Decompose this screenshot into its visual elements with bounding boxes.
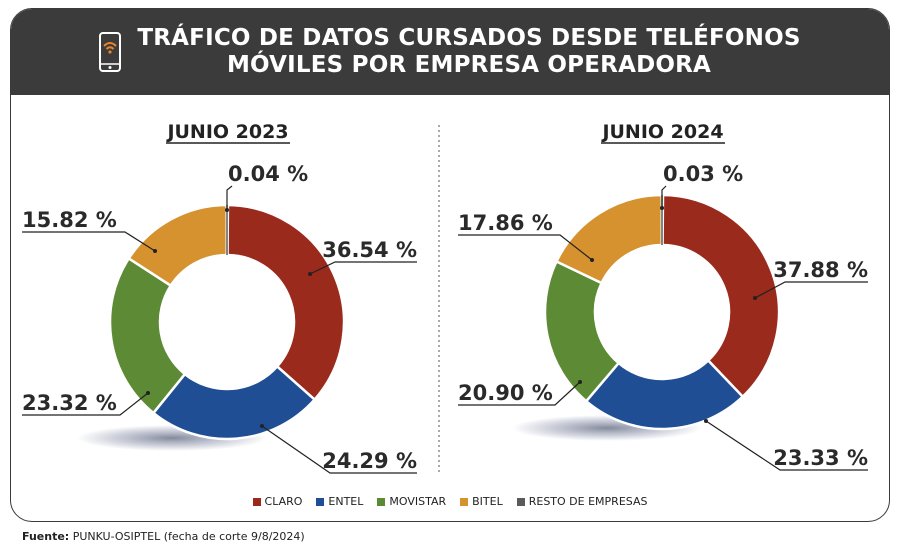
data-label-entel: 23.33 % (773, 446, 868, 470)
donut-segment-entel (584, 358, 745, 431)
data-label-resto: 0.04 % (228, 162, 308, 186)
leader-line-entel (705, 420, 868, 471)
leader-dot-claro (753, 296, 757, 300)
legend-swatch (316, 497, 325, 506)
legend-swatch (516, 497, 525, 506)
title-line-1: TRÁFICO DE DATOS CURSADOS DESDE TELÉFONO… (137, 25, 801, 51)
leader-line-bitel (22, 231, 156, 252)
donut-segment-bitel (554, 193, 664, 285)
donut-segment-movistar (108, 256, 187, 415)
leader-line-entel (261, 425, 417, 474)
leader-dot-resto (660, 206, 664, 210)
smartphone-wifi-icon (99, 32, 122, 72)
leader-dot-bitel (153, 249, 157, 253)
legend-swatch (460, 497, 469, 506)
leader-line-movistar (458, 381, 581, 406)
leader-line-resto (661, 185, 667, 208)
leader-dot-entel (704, 419, 708, 423)
legend-item-claro: CLARO (252, 495, 303, 508)
chart-title: JUNIO 2024 (600, 121, 723, 143)
source-text: PUNKU-OSIPTEL (fecha de corte 9/8/2024) (72, 530, 305, 543)
data-label-claro: 36.54 % (322, 238, 417, 262)
chart-legend: CLARO ENTEL MOVISTAR BITEL RESTO DE EMPRESAS (0, 495, 900, 508)
data-label-movistar: 23.32 % (22, 391, 117, 415)
header-banner: TRÁFICO DE DATOS CURSADOS DESDE TELÉFONO… (11, 9, 889, 95)
leader-line-bitel (458, 234, 593, 261)
leader-line-claro (754, 281, 868, 299)
data-label-resto: 0.03 % (663, 162, 743, 186)
leader-line-claro (309, 261, 417, 275)
legend-label: RESTO DE EMPRESAS (528, 495, 648, 508)
legend-item-resto: RESTO DE EMPRESAS (516, 495, 648, 508)
legend-item-entel: ENTEL (316, 495, 363, 508)
legend-label: ENTEL (328, 495, 364, 508)
data-label-movistar: 20.90 % (458, 381, 553, 405)
title-line-2: MÓVILES POR EMPRESA OPERADORA (226, 52, 712, 78)
leader-line-resto (226, 185, 233, 210)
leader-dot-movistar (578, 380, 582, 384)
legend-swatch (377, 497, 386, 506)
data-label-bitel: 17.86 % (458, 211, 553, 235)
source-note: Fuente: PUNKU-OSIPTEL (fecha de corte 9/… (22, 530, 305, 543)
source-label: Fuente: (22, 530, 70, 543)
page-title: TRÁFICO DE DATOS CURSADOS DESDE TELÉFONO… (137, 25, 800, 79)
leader-line-movistar (22, 392, 149, 416)
leader-dot-movistar (146, 391, 150, 395)
donut-chart-2: JUNIO 2024 37.88 % 23.33 % 20.90 % 17.86 % 0.… (458, 121, 868, 471)
legend-label: CLARO (264, 495, 303, 508)
leader-dot-resto (225, 208, 229, 212)
donut-segment-movistar (543, 259, 621, 403)
legend-swatch (252, 497, 261, 506)
donut-chart-1: JUNIO 2023 36.54 % 24.29 % 23.32 % 15.82 % 0.… (22, 121, 417, 474)
data-label-claro: 37.88 % (773, 258, 868, 282)
legend-item-bitel: BITEL (460, 495, 503, 508)
legend-label: BITEL (472, 495, 503, 508)
legend-label: MOVISTAR (389, 495, 447, 508)
leader-dot-claro (308, 272, 312, 276)
chart-title: JUNIO 2023 (165, 121, 288, 143)
donut-segment-entel (151, 364, 317, 441)
leader-dot-bitel (590, 258, 594, 262)
data-label-bitel: 15.82 % (22, 208, 117, 232)
leader-dot-entel (260, 424, 264, 428)
legend-item-movistar: MOVISTAR (377, 495, 446, 508)
donut-segment-claro (225, 203, 346, 402)
donut-segment-claro (660, 193, 781, 399)
data-label-entel: 24.29 % (322, 449, 417, 473)
